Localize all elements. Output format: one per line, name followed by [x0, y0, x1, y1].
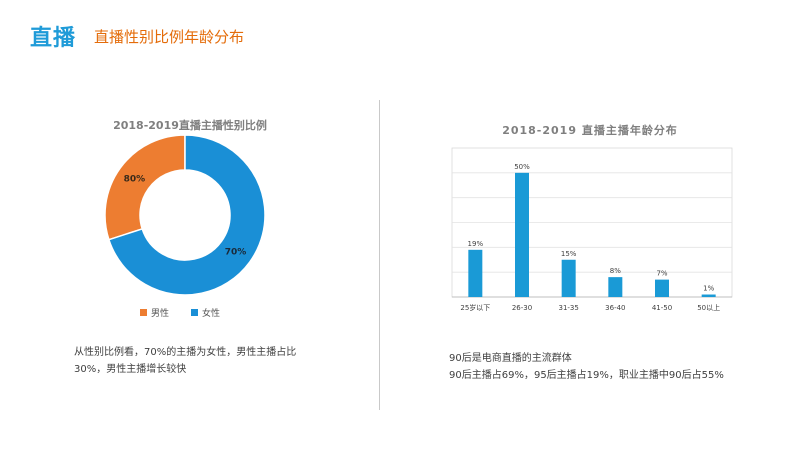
x-tick-label: 36-40 [605, 304, 625, 312]
gender-note: 从性别比例看，70%的主播为女性，男性主播占比30%，男性主播增长较快 [74, 347, 297, 375]
x-tick-label: 26-30 [512, 304, 532, 312]
legend-swatch-male [140, 309, 147, 316]
section-divider [379, 100, 380, 410]
age-chart-title: 2018-2019 直播主播年龄分布 [502, 124, 678, 137]
age-bar-chart: 19% 25岁以下 50% 26-30 15% 31-35 8% 36-40 7% 41-50 1%… [451, 147, 733, 312]
bar-0 [468, 249, 483, 297]
page-subtitle: 直播性别比例年龄分布 [94, 28, 245, 46]
bar-data-label: 19% [468, 240, 484, 248]
bar-4 [655, 279, 669, 297]
page-title: 直播 [30, 26, 77, 51]
legend-label-male: 男性 [151, 309, 170, 319]
age-note: 90后是电商直播的主流群体 90后主播占69%，95后主播占19%，职业主播中9… [449, 350, 779, 384]
x-tick-label: 50以上 [697, 303, 720, 312]
bar-data-label: 15% [561, 250, 577, 258]
legend-item-male: 男性 [140, 306, 169, 319]
bar-data-label: 7% [656, 270, 667, 278]
bar-data-label: 1% [703, 285, 714, 293]
x-tick-label: 41-50 [652, 304, 672, 312]
x-tick-label: 31-35 [558, 304, 578, 312]
age-note-line2: 90后主播占69%，95后主播占19%，职业主播中90后占55% [449, 370, 724, 381]
bar-5 [701, 294, 716, 297]
bar-1 [515, 172, 529, 297]
legend-item-female: 女性 [191, 306, 220, 319]
bar-3 [608, 277, 623, 297]
age-note-line1: 90后是电商直播的主流群体 [449, 353, 572, 364]
bar-data-label: 50% [514, 163, 530, 171]
bar-data-label: 8% [610, 267, 621, 275]
legend-swatch-female [191, 309, 199, 316]
x-tick-label: 25岁以下 [460, 303, 490, 312]
gender-legend: 男性 女性 [140, 306, 220, 319]
slice-female [107, 134, 266, 296]
slice-label-female: 70% [225, 248, 247, 258]
slice-label-male: 80% [124, 174, 146, 184]
bar-2 [561, 259, 576, 297]
slice-male [104, 134, 186, 241]
gender-chart-title: 2018-2019直播主播性别比例 [113, 119, 267, 132]
gender-donut-chart: 80% 70% [104, 134, 266, 296]
legend-label-female: 女性 [202, 309, 221, 319]
